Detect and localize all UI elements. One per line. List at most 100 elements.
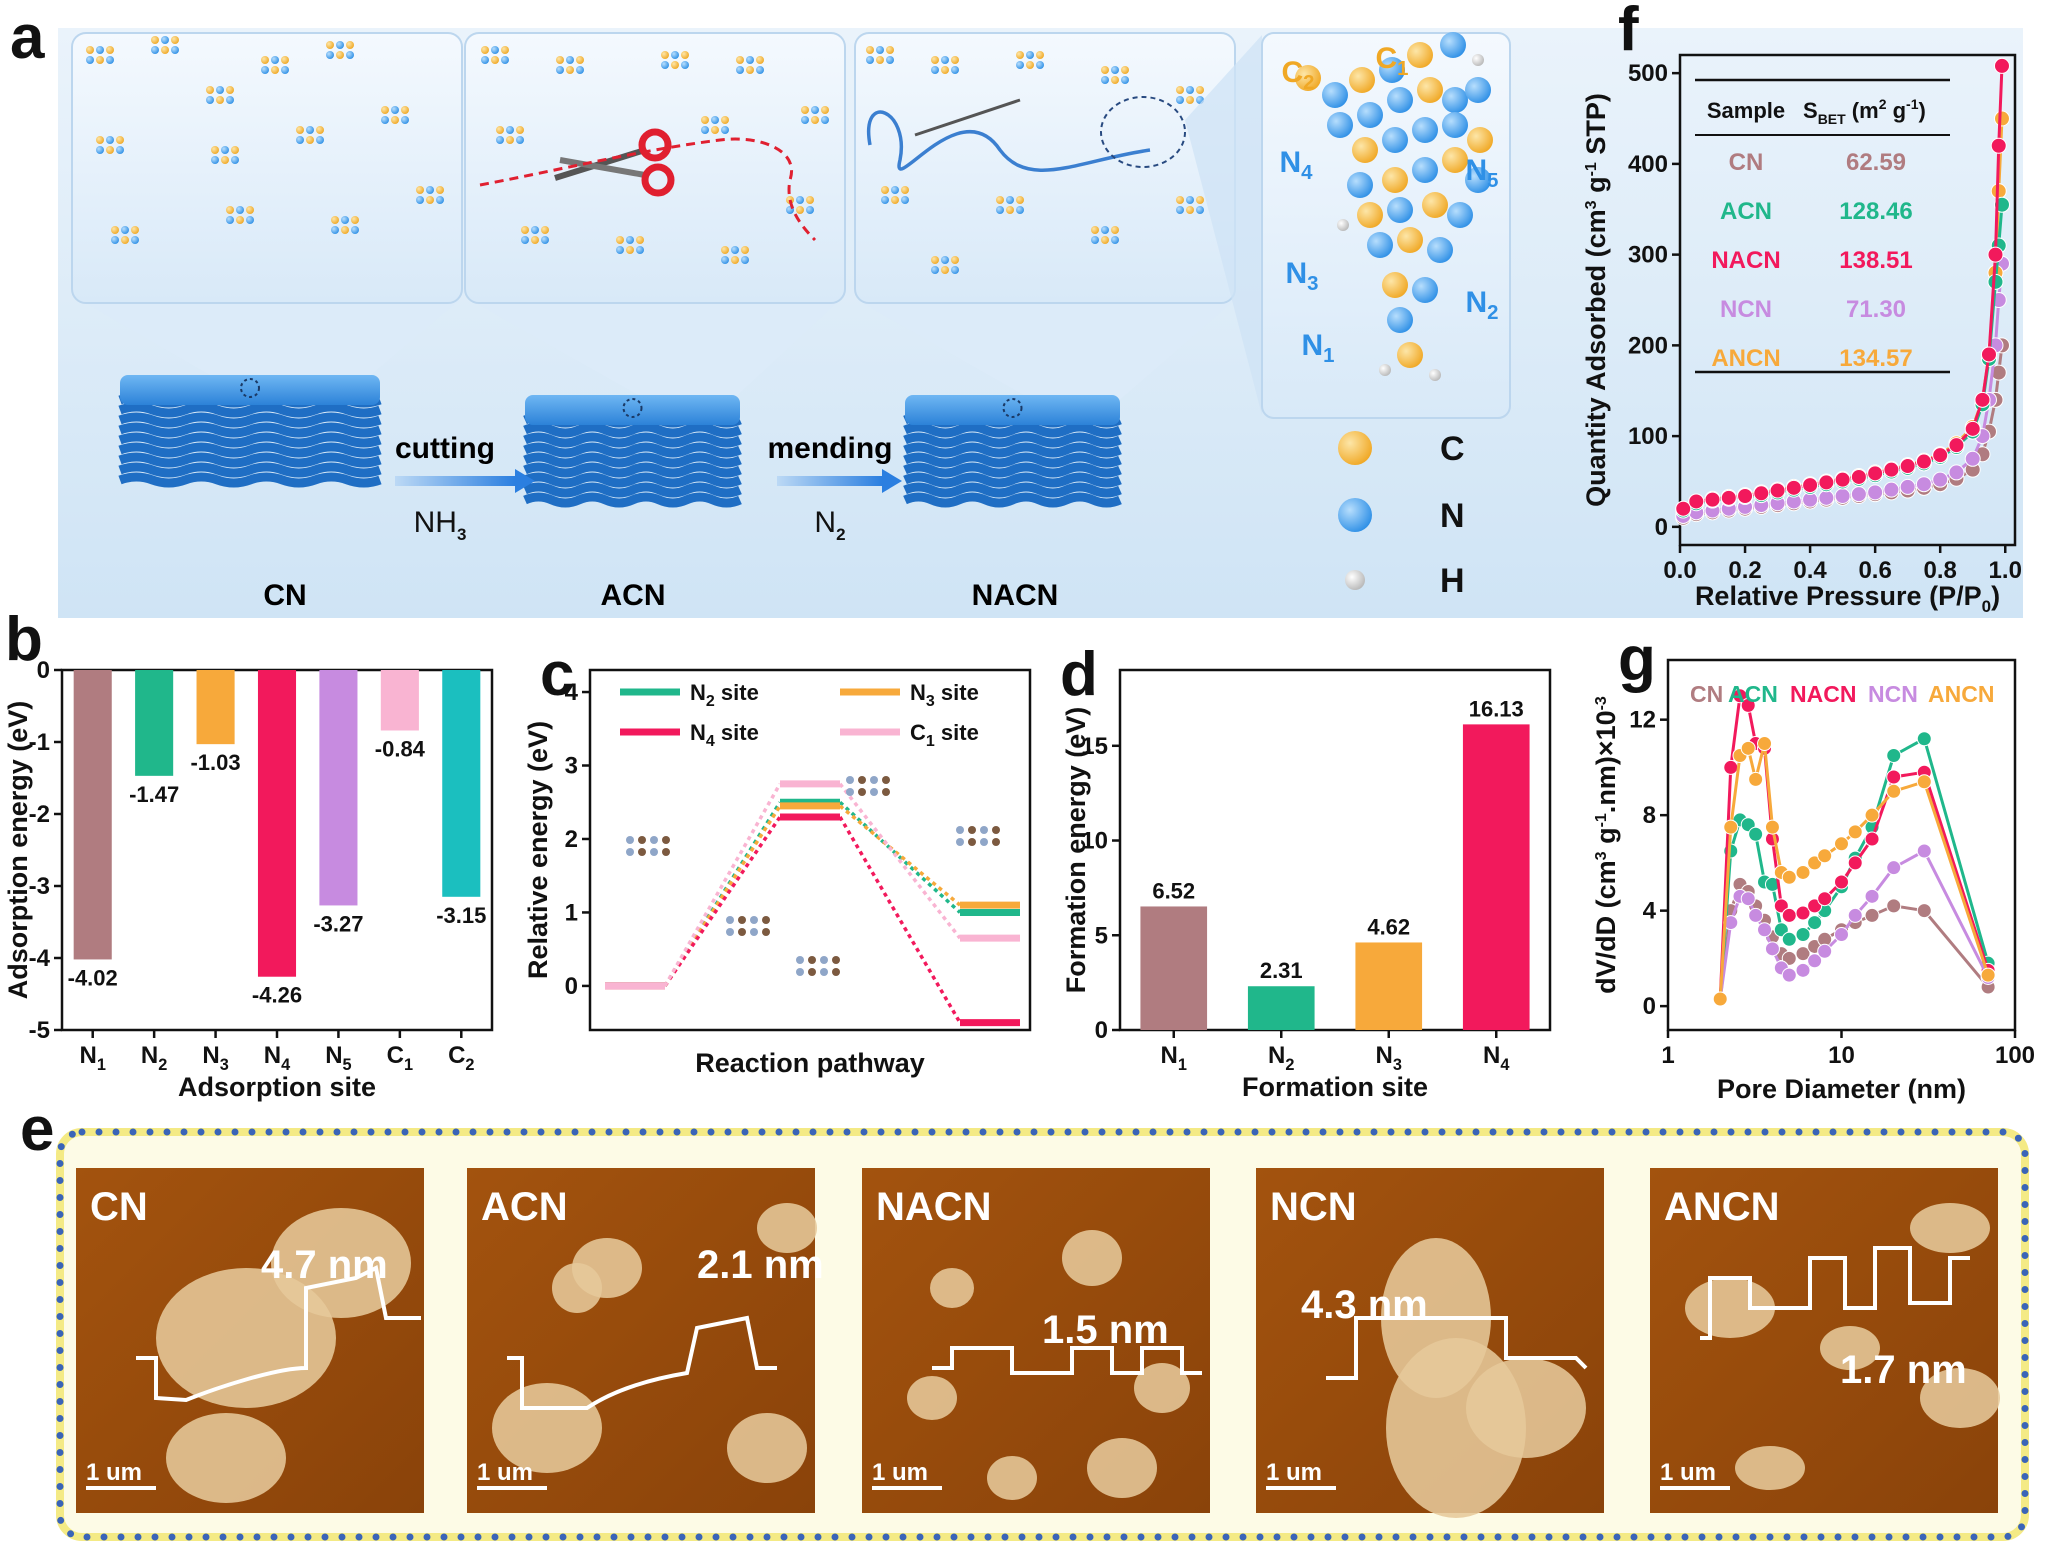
arrow-mending: mending N2: [768, 432, 902, 544]
flake-0: [907, 1376, 957, 1420]
mol-sketch-atom: [638, 848, 646, 856]
point-NCN-10: [1807, 953, 1823, 969]
detail-atom: [1352, 137, 1378, 163]
atom: [226, 206, 234, 214]
atom: [901, 196, 909, 204]
connector-3-0: [663, 783, 782, 987]
mol-sketch-atom: [870, 776, 878, 784]
atom: [246, 206, 254, 214]
point-ACN-16: [1916, 731, 1932, 747]
panel-label-e: e: [20, 1095, 54, 1164]
sheet-layer: [118, 442, 382, 458]
point-NCN-15: [1915, 476, 1932, 493]
atom: [661, 61, 669, 69]
atom: [216, 96, 224, 104]
atom: [496, 126, 504, 134]
atom: [681, 61, 689, 69]
atom: [1186, 196, 1194, 204]
detail-atom: [1429, 369, 1441, 381]
point-NACN-7: [1785, 479, 1802, 496]
atom: [996, 196, 1004, 204]
table-sample-3: NCN: [1720, 296, 1772, 323]
atom: [86, 46, 94, 54]
point-ANCN-5: [1757, 736, 1773, 752]
detail-atom: [1397, 342, 1423, 368]
flake-1: [1685, 1278, 1775, 1338]
atom: [341, 216, 349, 224]
th-sup2: -1: [1906, 96, 1919, 112]
legend-main: C: [910, 720, 926, 745]
mol-sketch-atom: [820, 968, 828, 976]
atom: [261, 66, 269, 74]
detail-atom: [1465, 77, 1491, 103]
legend-ACN: ACN: [1728, 681, 1778, 707]
legend-sub: 4: [706, 733, 715, 750]
point-NACN-19: [1974, 391, 1991, 408]
atom: [886, 46, 894, 54]
point-NACN-14: [1899, 458, 1916, 475]
zoom-point: [622, 398, 643, 418]
atom: [216, 86, 224, 94]
point-NCN-12: [1867, 484, 1884, 501]
mol-sketch-atom: [832, 956, 840, 964]
detail-atom: [1412, 157, 1438, 183]
flake-3: [727, 1413, 807, 1483]
funnel-nacn: [857, 300, 1235, 430]
point-NCN-9: [1818, 489, 1835, 506]
mol-sketch-atom: [738, 928, 746, 936]
detail-atom: [1442, 87, 1468, 113]
atom: [951, 66, 959, 74]
atom: [886, 56, 894, 64]
detail-atom: [1447, 202, 1473, 228]
point-NACN-12: [1834, 874, 1849, 890]
scale-bar-label: 1 um: [477, 1459, 533, 1486]
afm-image-4: ANCN 1.7 nm 1 um: [1650, 1168, 2000, 1513]
table-sample-1: ACN: [1720, 198, 1772, 225]
sheet-layer: [523, 462, 742, 478]
sheet-top: [525, 395, 740, 425]
yl-sup1: 3: [1583, 200, 1600, 209]
y-tick-label: 0: [37, 657, 50, 684]
y-tick-label: 12: [1629, 707, 1656, 734]
detail-atom: [1427, 237, 1453, 263]
legend-NACN: NACN: [1790, 681, 1856, 707]
x-tick-label-0: N1: [1161, 1042, 1187, 1074]
sheet-layer: [903, 472, 1122, 488]
bar-2: [1355, 942, 1423, 1030]
detail-atom: [1467, 127, 1493, 153]
mol-sketch-atom: [796, 968, 804, 976]
atom: [616, 246, 624, 254]
point-NCN-12: [1834, 927, 1849, 943]
y-axis-label: Adsorption energy (eV): [3, 701, 33, 1000]
legend-main: N: [690, 680, 706, 705]
atom: [1101, 226, 1109, 234]
atom: [231, 146, 239, 154]
point-NACN-23: [1993, 57, 2010, 74]
detail-atom: [1412, 277, 1438, 303]
point-NCN-10: [1834, 488, 1851, 504]
atom: [106, 56, 114, 64]
detail-atom: [1442, 147, 1468, 173]
legend-atom-2: [1345, 570, 1365, 590]
site-label-3-sub: 5: [1487, 170, 1498, 192]
y-tick-label: 0: [565, 973, 578, 1000]
atom: [701, 126, 709, 134]
detail-atom: [1440, 32, 1466, 58]
xl-sub: 0: [1982, 597, 1991, 616]
mol-sketch-atom: [882, 776, 890, 784]
atom: [226, 96, 234, 104]
cut-line: [479, 137, 817, 242]
yl-mid: g: [1581, 176, 1611, 200]
stack-label-cn: CN: [263, 579, 306, 612]
x-tick-label-0-main: N: [1161, 1042, 1178, 1069]
detail-atom: [1465, 167, 1491, 193]
atom: [821, 106, 829, 114]
point-NACN-2: [1704, 491, 1721, 508]
atom: [521, 236, 529, 244]
point-NCN-16: [1916, 843, 1932, 859]
atom: [211, 156, 219, 164]
point-NACN-9: [1795, 905, 1811, 921]
xl-main: Relative Pressure (P/P: [1695, 581, 1982, 611]
flake-4: [1087, 1438, 1157, 1498]
atom: [271, 66, 279, 74]
